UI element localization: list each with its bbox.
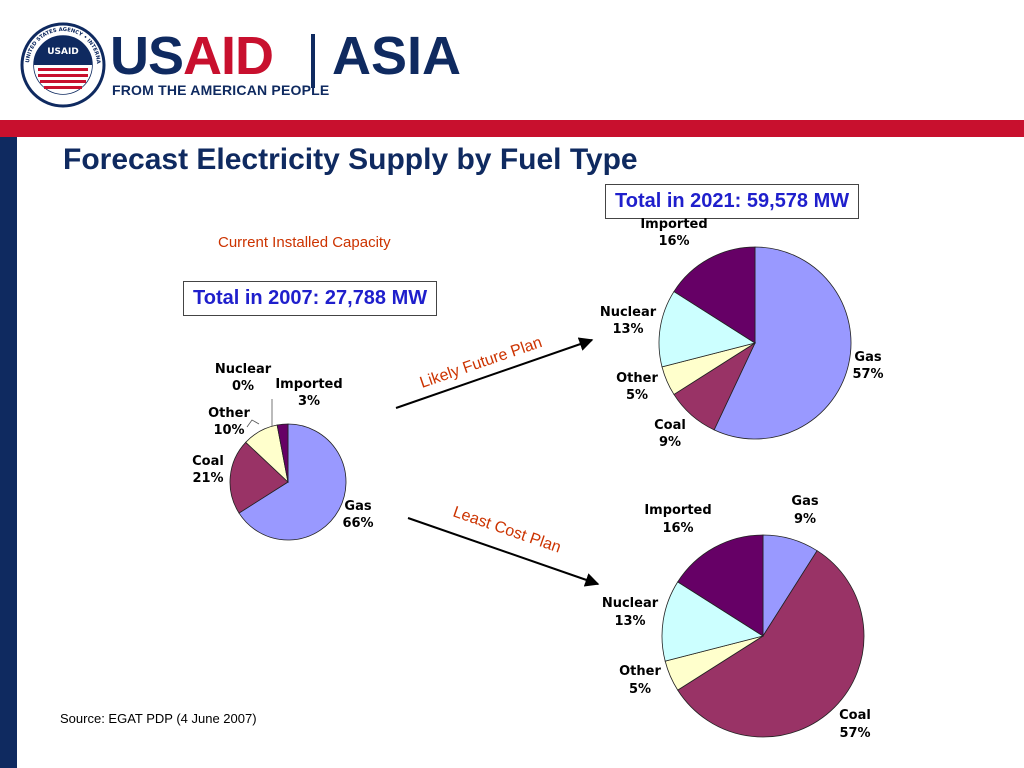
slice-percent-nuclear: 0% bbox=[232, 379, 254, 394]
slice-percent-imported: 3% bbox=[298, 394, 320, 409]
seal-center-text: USAID bbox=[47, 47, 79, 57]
slice-label-nuclear: Nuclear bbox=[602, 596, 659, 611]
logo-aid: AID bbox=[183, 26, 274, 86]
slice-percent-coal: 57% bbox=[839, 726, 870, 741]
slice-label-nuclear: Nuclear bbox=[215, 362, 272, 377]
header bbox=[0, 0, 1024, 120]
slice-label-other: Other bbox=[616, 371, 658, 386]
slice-label-other: Other bbox=[619, 664, 661, 679]
slice-percent-imported: 16% bbox=[662, 521, 693, 536]
slice-percent-nuclear: 13% bbox=[612, 322, 643, 337]
pie-2007: Gas 66% Coal 21% Other 10% Nuclear 0% Imported 3% bbox=[192, 362, 374, 541]
pie-least-cost: Gas 9% Coal 57% Other 5% Nuclear 13% Imported 16% bbox=[602, 494, 871, 741]
slice-percent-gas: 57% bbox=[852, 367, 883, 382]
slice-label-coal: Coal bbox=[192, 454, 224, 469]
slice-percent-coal: 21% bbox=[192, 471, 223, 486]
pie-slice-gas bbox=[238, 423, 347, 541]
logo-divider bbox=[311, 34, 315, 88]
slice-percent-imported: 16% bbox=[658, 234, 689, 249]
likely-plan-arrow bbox=[395, 337, 594, 409]
logo-tagline: FROM THE AMERICAN PEOPLE bbox=[112, 82, 330, 98]
slice-label-gas: Gas bbox=[344, 499, 371, 514]
total-2021-box: Total in 2021: 59,578 MW bbox=[605, 184, 860, 219]
slice-percent-gas: 9% bbox=[794, 512, 816, 527]
usaid-logo: USAID bbox=[110, 26, 274, 86]
source-note: Source: EGAT PDP (4 June 2007) bbox=[60, 711, 257, 726]
logo-region: ASIA bbox=[332, 26, 462, 86]
slice-label-nuclear: Nuclear bbox=[600, 305, 657, 320]
slice-percent-gas: 66% bbox=[342, 516, 373, 531]
slice-percent-coal: 9% bbox=[659, 435, 681, 450]
slice-label-coal: Coal bbox=[654, 418, 686, 433]
pie-slice-nuclear bbox=[661, 581, 764, 662]
page-title: Forecast Electricity Supply by Fuel Type bbox=[63, 143, 638, 176]
left-navy-band bbox=[0, 137, 17, 768]
slice-percent-nuclear: 13% bbox=[614, 614, 645, 629]
logo-us: US bbox=[110, 26, 184, 86]
header-red-band bbox=[0, 120, 1024, 137]
slice-label-other: Other bbox=[208, 406, 250, 421]
pie-slice-imported bbox=[276, 423, 289, 483]
pie-slice-imported bbox=[673, 246, 756, 344]
slice-label-gas: Gas bbox=[854, 350, 881, 365]
pie-slice-gas bbox=[713, 246, 852, 440]
slice-label-coal: Coal bbox=[839, 708, 871, 723]
pie-slice-imported bbox=[677, 534, 764, 637]
pie-slice-nuclear bbox=[658, 291, 756, 368]
total-2007-box: Total in 2007: 27,788 MW bbox=[183, 281, 438, 316]
pie-likely-future: Gas 57% Coal 9% Other 5% Nuclear 13% Imported 16% bbox=[600, 217, 884, 450]
slice-percent-other: 5% bbox=[626, 388, 648, 403]
slice-label-imported: Imported bbox=[640, 217, 707, 232]
least-cost-arrow bbox=[407, 517, 600, 587]
least-cost-label: Least Cost Plan bbox=[451, 504, 563, 557]
slice-label-imported: Imported bbox=[275, 377, 342, 392]
pie-slice-coal bbox=[229, 441, 289, 514]
current-capacity-label: Current Installed Capacity bbox=[218, 234, 391, 251]
slice-percent-other: 10% bbox=[213, 423, 244, 438]
pie-slice-coal bbox=[677, 550, 865, 738]
slice-label-imported: Imported bbox=[644, 503, 711, 518]
slice-percent-other: 5% bbox=[629, 682, 651, 697]
usaid-seal-icon: USAID UNITED STATES AGENCY • INTERNATION… bbox=[20, 22, 106, 108]
label-leader-line bbox=[246, 419, 260, 428]
slice-label-gas: Gas bbox=[791, 494, 818, 509]
